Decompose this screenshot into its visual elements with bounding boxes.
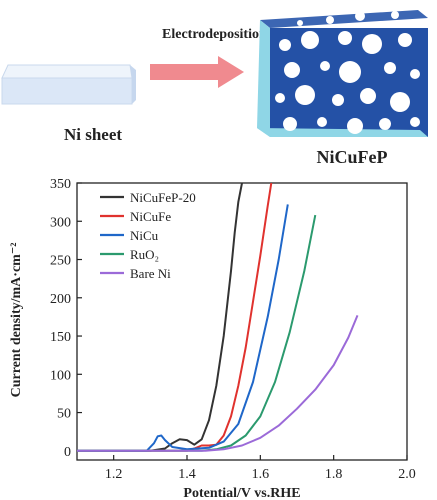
pore — [295, 85, 315, 105]
legend-label: NiCuFeP-20 — [130, 190, 196, 205]
pore — [347, 118, 363, 134]
y-axis-label: Current density/mA·cm⁻² — [9, 243, 24, 398]
x-axis-label: Potential/V vs.RHE — [183, 486, 300, 500]
synthesis-scheme: Ni sheet Electrodeposition NiCuFeP — [1, 10, 428, 167]
series-line-nicu — [77, 204, 289, 452]
pore — [360, 88, 376, 104]
product-label: NiCuFeP — [317, 147, 388, 167]
pore — [320, 61, 330, 71]
ni-sheet-illustration — [1, 64, 136, 105]
x-tick-label: 1.4 — [178, 467, 196, 482]
pore — [339, 61, 361, 83]
porous-block-illustration — [257, 10, 428, 137]
pore — [391, 11, 399, 19]
y-tick-label: 150 — [50, 330, 71, 345]
pore — [384, 62, 396, 74]
pore — [301, 31, 319, 49]
pore — [338, 31, 352, 45]
x-tick-label: 1.6 — [252, 467, 270, 482]
pore — [410, 117, 420, 127]
y-tick-label: 50 — [57, 407, 71, 422]
pore — [283, 117, 297, 131]
lsv-chart: 0 50 100 150 200 250 300 350 1.2 1.4 1.6 1.8 2.0 Ni… — [9, 177, 416, 500]
y-tick-label: 250 — [50, 254, 71, 269]
x-tick-label: 2.0 — [398, 467, 416, 482]
legend-label: NiCuFe — [130, 209, 171, 224]
x-tick-label: 1.2 — [105, 467, 123, 482]
substrate-label: Ni sheet — [64, 125, 122, 144]
pore — [317, 117, 327, 127]
series-line-nicufep-20 — [77, 182, 243, 452]
y-tick-label: 100 — [50, 368, 71, 383]
pore — [379, 118, 391, 130]
x-tick-label: 1.8 — [325, 467, 343, 482]
pore — [390, 92, 410, 112]
process-arrow — [150, 56, 244, 88]
plot-frame — [76, 182, 408, 461]
legend-label: NiCu — [130, 228, 159, 243]
legend-label: RuO₂ — [130, 247, 159, 262]
series-line-bare-ni — [77, 315, 359, 452]
legend-label: Bare Ni — [130, 266, 171, 281]
y-tick-label: 200 — [50, 292, 71, 307]
process-label: Electrodeposition — [162, 27, 267, 42]
y-tick-label: 0 — [64, 445, 71, 460]
pore — [284, 62, 300, 78]
pore — [326, 16, 334, 24]
pore — [362, 34, 382, 54]
pore — [410, 69, 420, 79]
pore — [275, 93, 285, 103]
pore — [297, 20, 303, 26]
y-tick-label: 350 — [50, 177, 71, 192]
pore — [355, 11, 365, 21]
pore — [398, 33, 412, 47]
y-tick-label: 300 — [50, 215, 71, 230]
pore — [332, 94, 344, 106]
pore — [279, 39, 291, 51]
